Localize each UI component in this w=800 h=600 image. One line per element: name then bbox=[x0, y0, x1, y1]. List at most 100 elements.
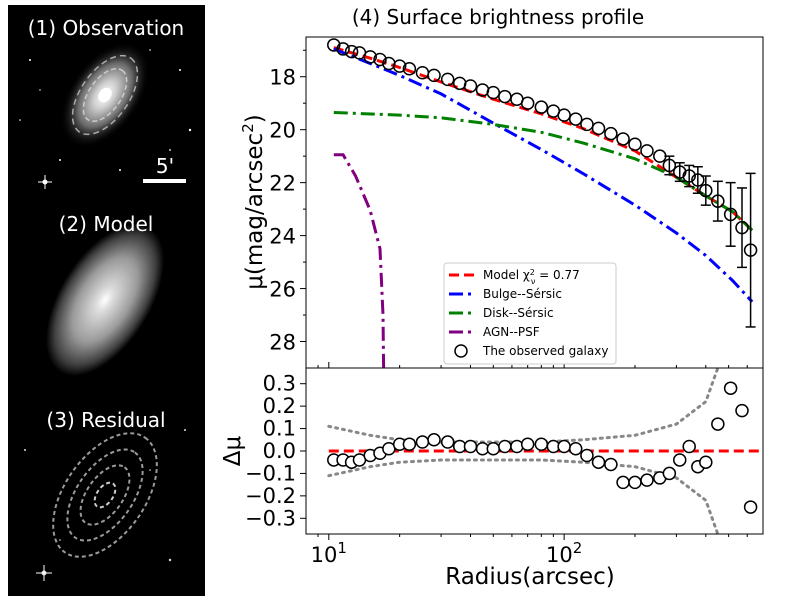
legend-label: Model χ2 ν = 0.77 bbox=[483, 268, 580, 286]
residual-point bbox=[427, 433, 441, 447]
series-agn-psf bbox=[333, 153, 386, 368]
top-ytick-label: 22 bbox=[269, 172, 296, 196]
residual-point bbox=[557, 439, 571, 454]
observed-point bbox=[440, 72, 455, 87]
residual-point bbox=[591, 455, 606, 469]
scale-label: 5' bbox=[156, 154, 174, 178]
observed-point bbox=[344, 44, 359, 59]
xtick-label: 101 bbox=[311, 539, 347, 567]
observed-point bbox=[427, 68, 441, 83]
observed-point bbox=[628, 137, 642, 151]
observed-point bbox=[373, 52, 387, 67]
residual-point bbox=[520, 437, 535, 452]
series-bulge-s-rsic bbox=[333, 47, 754, 303]
bottom-ytick-label: 0.3 bbox=[263, 372, 296, 396]
residual-point bbox=[440, 435, 455, 449]
chart-title: (4) Surface brightness profile bbox=[352, 5, 644, 29]
observed-point bbox=[653, 149, 667, 163]
observed-point bbox=[591, 121, 606, 136]
observed-point bbox=[486, 85, 501, 100]
observed-point bbox=[735, 220, 749, 235]
observed-point bbox=[616, 132, 630, 146]
lower-bound-line bbox=[327, 458, 720, 534]
top-ytick-label: 18 bbox=[269, 66, 296, 90]
legend-marker-observed bbox=[454, 344, 468, 358]
legend-label: Disk--Sérsic bbox=[483, 306, 554, 320]
observed-point bbox=[520, 96, 535, 110]
observed-point bbox=[568, 112, 583, 126]
observed-point bbox=[402, 62, 417, 76]
image-panels: (1) Observation 5' (2) Model (3) Residua… bbox=[8, 5, 205, 596]
bottom-ytick-label: −0.3 bbox=[245, 506, 296, 530]
top-panel: 18 20 22 24 26 28 μ(mag/arcsec2) bbox=[239, 36, 764, 369]
observed-point bbox=[363, 50, 377, 64]
residual-point bbox=[699, 455, 713, 469]
residual-point bbox=[568, 442, 583, 456]
residual-point bbox=[723, 381, 738, 395]
observed-point bbox=[662, 158, 677, 173]
legend-box bbox=[443, 262, 617, 365]
legend-label: The observed galaxy bbox=[482, 344, 608, 358]
residual-point bbox=[486, 442, 501, 456]
observed-point bbox=[640, 144, 654, 158]
residual-stars bbox=[24, 429, 186, 581]
residual-point bbox=[604, 457, 618, 472]
observed-point bbox=[557, 108, 571, 122]
bottom-panel: −0.3−0.2−0.10.00.10.20.3 Δμ bbox=[220, 367, 764, 535]
x-axis-label: Radius(arcsec) bbox=[445, 564, 615, 590]
observed-point bbox=[691, 173, 705, 187]
observed-point bbox=[711, 194, 725, 208]
model-galaxy bbox=[45, 224, 165, 376]
bottom-ytick-label: 0.2 bbox=[263, 394, 296, 418]
residual-point bbox=[402, 437, 417, 452]
residual-point bbox=[628, 475, 642, 490]
residual-point bbox=[640, 473, 654, 487]
model-panel: (2) Model bbox=[8, 200, 205, 400]
residual-point bbox=[580, 448, 594, 463]
residual-panel: (3) Residual bbox=[8, 400, 205, 596]
top-ylabel: μ(mag/arcsec2) bbox=[239, 114, 268, 289]
legend-label: Bulge--Sérsic bbox=[483, 287, 562, 301]
residual-point bbox=[463, 439, 478, 454]
observed-point bbox=[463, 79, 478, 93]
observation-panel: (1) Observation 5' bbox=[8, 5, 205, 200]
bottom-ytick-label: −0.1 bbox=[245, 461, 296, 485]
observed-point bbox=[580, 117, 594, 132]
observation-stars bbox=[19, 49, 192, 189]
top-ytick-label: 26 bbox=[269, 278, 296, 302]
residual-point bbox=[415, 435, 430, 449]
observed-point bbox=[534, 100, 549, 114]
legend-label: AGN--PSF bbox=[483, 325, 540, 339]
observed-point bbox=[743, 243, 758, 257]
top-ytick-label: 28 bbox=[269, 331, 296, 355]
residual-point bbox=[711, 417, 725, 431]
residual-point bbox=[616, 475, 630, 490]
residual-point bbox=[673, 453, 687, 467]
residual-label: (3) Residual bbox=[46, 408, 165, 432]
bottom-ytick-label: −0.2 bbox=[245, 484, 296, 508]
top-ytick-label: 20 bbox=[269, 119, 296, 143]
residual-point bbox=[743, 500, 758, 514]
model-label: (2) Model bbox=[59, 212, 154, 236]
observed-point bbox=[723, 207, 738, 222]
residual-point bbox=[662, 466, 677, 481]
bottom-ytick-label: 0.0 bbox=[263, 439, 296, 463]
residual-point bbox=[498, 439, 512, 454]
bottom-ytick-label: 0.1 bbox=[263, 417, 296, 441]
series-disk-s-rsic bbox=[333, 111, 754, 232]
observed-point bbox=[498, 89, 512, 104]
residual-point bbox=[682, 439, 696, 454]
bottom-ylabel: Δμ bbox=[220, 435, 246, 466]
residual-point bbox=[510, 439, 524, 454]
observed-point bbox=[327, 38, 341, 52]
observed-point bbox=[604, 126, 618, 141]
residual-point bbox=[735, 403, 749, 418]
observed-point bbox=[699, 183, 713, 198]
observed-point bbox=[336, 42, 350, 56]
observed-point bbox=[392, 59, 407, 73]
xtick-label: 102 bbox=[546, 539, 582, 567]
observation-galaxy bbox=[60, 41, 150, 149]
residual-point bbox=[534, 437, 549, 452]
